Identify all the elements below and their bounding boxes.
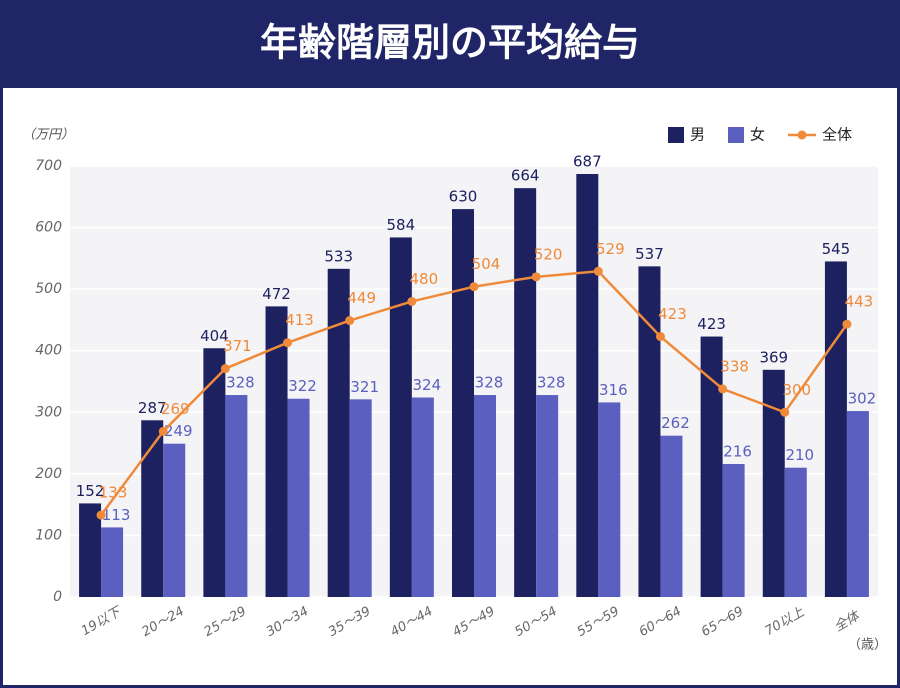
data-label: 152 xyxy=(76,482,105,500)
legend-swatch xyxy=(668,127,684,143)
y-tick-label: 0 xyxy=(53,589,62,605)
data-label: 269 xyxy=(161,400,190,418)
data-label: 664 xyxy=(511,167,540,185)
bar xyxy=(163,443,186,597)
data-label: 413 xyxy=(285,311,314,329)
data-label: 537 xyxy=(635,245,664,263)
y-unit: （万円） xyxy=(22,127,74,143)
bar xyxy=(452,209,474,597)
data-label: 262 xyxy=(661,414,690,432)
x-unit: （歳） xyxy=(848,638,887,653)
line-point xyxy=(780,407,790,417)
line-point xyxy=(531,272,541,282)
line-point xyxy=(345,316,355,326)
line-point xyxy=(220,364,230,374)
header xyxy=(0,0,900,88)
bar xyxy=(846,411,869,597)
data-label: 520 xyxy=(534,245,563,263)
data-label: 404 xyxy=(200,327,229,345)
bar xyxy=(638,266,661,597)
data-label: 328 xyxy=(475,374,504,392)
data-label: 316 xyxy=(599,381,628,399)
line-point xyxy=(655,332,665,342)
bar xyxy=(660,435,683,597)
bar xyxy=(203,348,226,597)
bar xyxy=(79,503,102,597)
data-label: 449 xyxy=(347,289,376,307)
line-point xyxy=(593,266,603,276)
bar xyxy=(327,268,350,597)
data-label: 529 xyxy=(596,240,625,258)
bar xyxy=(576,174,599,598)
line-point xyxy=(407,296,417,306)
line-point xyxy=(283,338,293,348)
line-point xyxy=(718,384,728,394)
bar xyxy=(411,397,434,597)
data-label: 328 xyxy=(537,374,566,392)
data-label: 321 xyxy=(350,378,379,396)
data-label: 371 xyxy=(223,337,252,355)
y-tick-label: 500 xyxy=(35,281,62,297)
data-label: 423 xyxy=(658,305,687,323)
line-point xyxy=(842,319,852,329)
bar xyxy=(474,395,496,597)
data-label: 584 xyxy=(387,216,416,234)
line-point xyxy=(96,510,106,520)
data-label: 322 xyxy=(288,377,317,395)
line-point xyxy=(158,426,168,436)
y-tick-label: 600 xyxy=(35,220,62,236)
data-label: 338 xyxy=(720,357,749,375)
legend-label: 全体 xyxy=(822,126,852,144)
bar xyxy=(762,369,785,597)
bar xyxy=(287,398,310,597)
bar xyxy=(700,336,723,597)
legend-label: 男 xyxy=(690,126,705,144)
bar xyxy=(784,467,807,597)
data-label: 249 xyxy=(164,422,193,440)
bar xyxy=(514,188,537,597)
bar xyxy=(141,420,164,597)
data-label: 287 xyxy=(138,399,167,417)
bar xyxy=(101,527,124,597)
chart-title: 年齢階層別の平均給与 xyxy=(260,21,640,65)
y-tick-label: 400 xyxy=(35,343,62,359)
line-point xyxy=(469,282,479,292)
data-label: 133 xyxy=(99,484,128,502)
y-tick-label: 100 xyxy=(35,527,62,543)
data-label: 545 xyxy=(822,240,851,258)
data-label: 328 xyxy=(226,374,255,392)
bar xyxy=(536,395,559,597)
y-tick-label: 200 xyxy=(35,466,62,482)
legend-dot xyxy=(797,130,807,140)
bar xyxy=(389,237,412,597)
data-label: 687 xyxy=(573,153,602,171)
legend-label: 女 xyxy=(750,126,765,144)
bar xyxy=(824,261,847,597)
data-label: 472 xyxy=(262,285,291,303)
y-tick-label: 300 xyxy=(35,404,62,420)
data-label: 300 xyxy=(782,381,811,399)
data-label: 480 xyxy=(410,270,439,288)
bar xyxy=(349,399,372,597)
data-label: 324 xyxy=(413,376,442,394)
bar xyxy=(598,402,621,597)
legend-swatch xyxy=(728,127,744,143)
data-label: 210 xyxy=(785,446,814,464)
data-label: 302 xyxy=(848,390,877,408)
bar xyxy=(722,464,745,597)
data-label: 216 xyxy=(723,443,752,461)
data-label: 504 xyxy=(472,255,501,273)
bar xyxy=(265,306,288,597)
data-label: 533 xyxy=(324,247,353,265)
bar xyxy=(225,395,248,597)
data-label: 630 xyxy=(449,188,478,206)
data-label: 113 xyxy=(102,506,131,524)
y-tick-label: 700 xyxy=(35,158,62,174)
data-label: 369 xyxy=(759,348,788,366)
data-label: 423 xyxy=(697,315,726,333)
data-label: 443 xyxy=(845,293,874,311)
